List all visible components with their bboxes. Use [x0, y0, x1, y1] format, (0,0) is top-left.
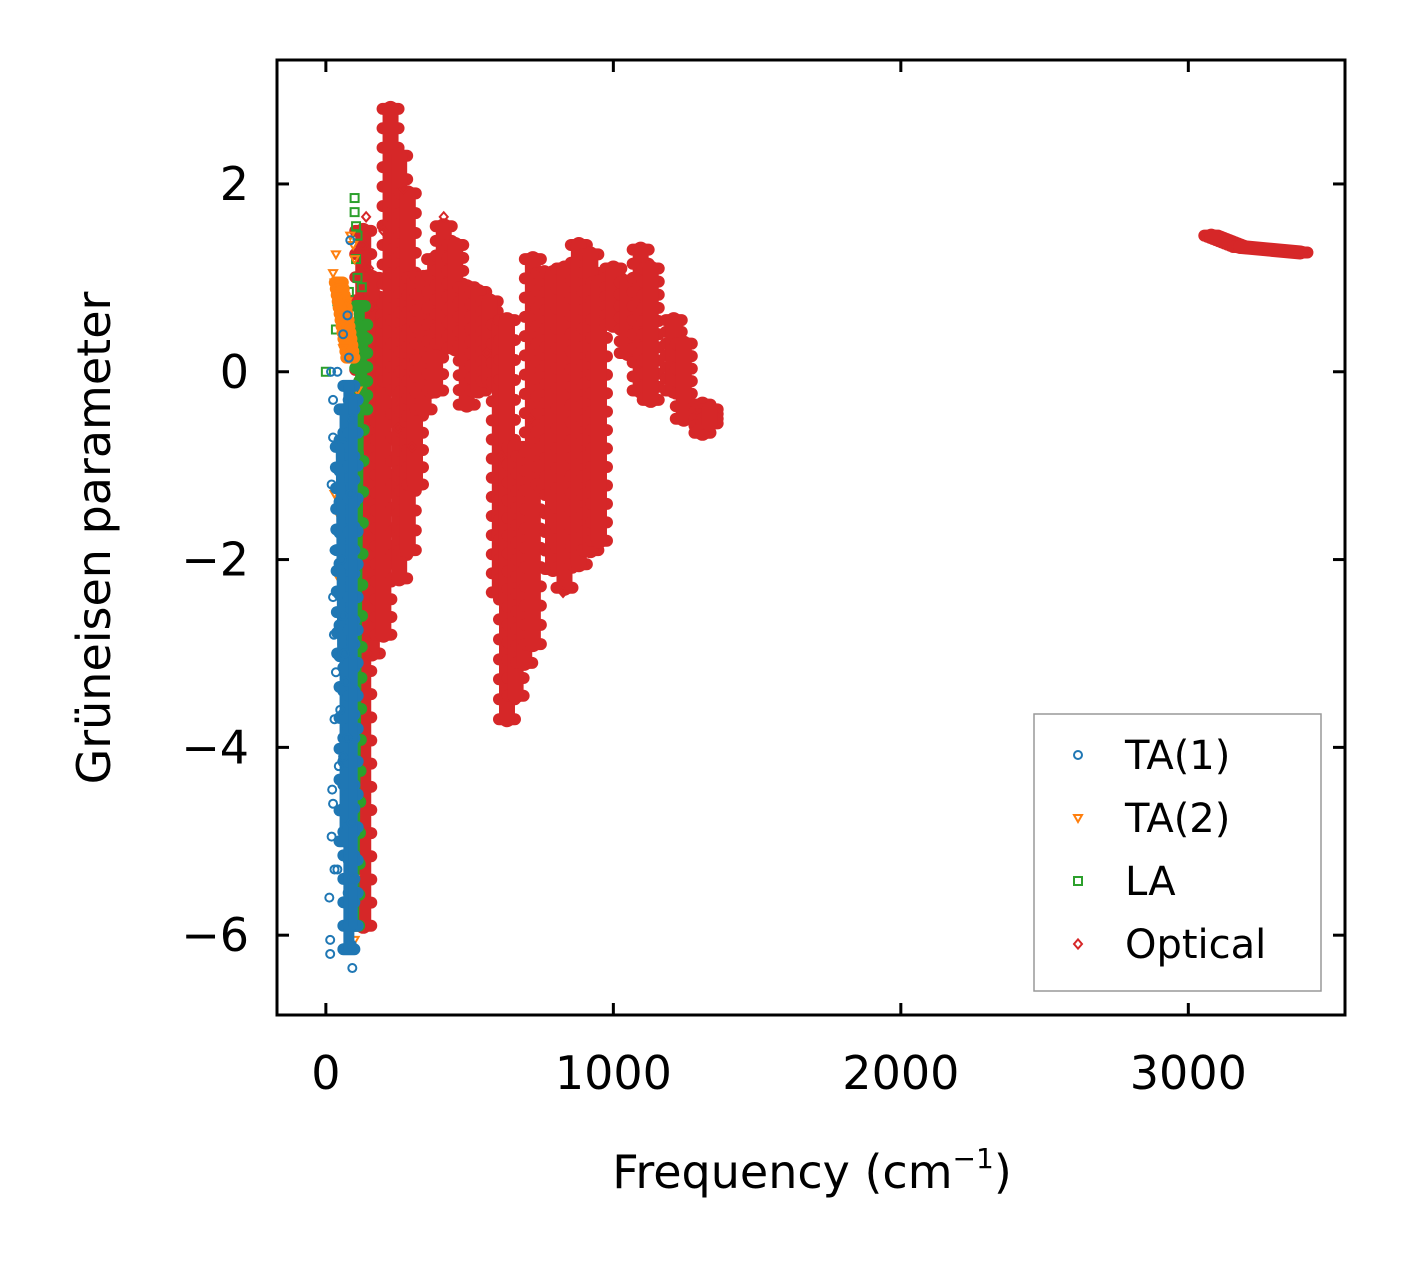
point-ta-1- — [342, 310, 353, 321]
point-optical — [438, 210, 450, 223]
y-tick-label: 0 — [220, 345, 249, 399]
legend-marker-ta-2- — [1072, 814, 1084, 825]
point-ta-1- — [325, 948, 336, 959]
point-ta-1- — [326, 479, 337, 490]
y-tick-label: 2 — [220, 157, 249, 211]
point-la — [349, 193, 360, 204]
point-optical — [495, 450, 507, 463]
point-optical — [357, 238, 369, 252]
point-ta-2- — [328, 278, 341, 289]
point-ta-1- — [346, 817, 357, 828]
point-optical-band — [1233, 239, 1308, 260]
point-ta-1- — [342, 732, 353, 743]
point-optical — [363, 262, 375, 275]
legend-marker-ta-1- — [1073, 750, 1083, 760]
legend-marker-optical — [1072, 937, 1084, 951]
point-ta-1- — [347, 873, 358, 884]
point-ta-1- — [328, 798, 339, 809]
y-axis-ticks: −6 −4 −2 0 2 — [181, 157, 1345, 962]
point-ta-1- — [346, 939, 357, 950]
x-axis-ticks: 0 1000 2000 3000 — [311, 60, 1247, 1100]
legend: TA(1) TA(2) LA Optical — [1033, 713, 1322, 992]
point-ta-2- — [341, 297, 354, 308]
point-ta-1- — [345, 488, 356, 499]
point-ta-2- — [331, 292, 343, 303]
point-la — [352, 272, 363, 283]
point-la — [353, 310, 364, 321]
point-ta-1- — [329, 864, 340, 875]
point-optical — [524, 412, 536, 425]
point-ta-1- — [338, 610, 349, 621]
point-la — [349, 207, 360, 218]
point-ta-1- — [328, 592, 339, 603]
y-tick-label: −6 — [181, 908, 249, 962]
point-ta-1- — [325, 934, 336, 945]
point-la — [356, 282, 367, 293]
point-ta-1- — [328, 394, 339, 405]
point-ta-1- — [333, 761, 344, 772]
point-ta-1- — [330, 667, 341, 678]
point-ta-2- — [337, 344, 349, 355]
point-optical — [360, 210, 372, 223]
x-tick-label: 3000 — [1130, 1046, 1247, 1100]
point-ta-2- — [338, 320, 351, 331]
point-la — [358, 338, 369, 349]
point-ta-2- — [333, 302, 345, 313]
point-optical — [378, 224, 389, 238]
point-ta-1- — [339, 648, 350, 659]
point-ta-1- — [328, 432, 339, 443]
point-ta-1--band — [335, 442, 347, 658]
plot-frame — [275, 58, 1347, 1017]
point-ta-1- — [338, 751, 349, 762]
point-ta-1- — [328, 629, 339, 640]
point-ta-1- — [346, 413, 357, 424]
point-ta-1- — [326, 831, 337, 842]
point-la — [351, 221, 362, 232]
legend-label-la: LA — [1125, 859, 1176, 905]
point-optical — [398, 182, 409, 195]
x-tick-label: 2000 — [842, 1046, 959, 1100]
y-tick-label: −2 — [181, 533, 249, 587]
series-ta-1- — [324, 235, 364, 974]
point-ta-1- — [332, 366, 343, 377]
point-la — [320, 366, 331, 377]
point-ta-1- — [338, 329, 349, 340]
point-ta-1- — [340, 676, 351, 687]
legend-label-optical: Optical — [1125, 922, 1266, 968]
point-ta-1- — [326, 366, 337, 377]
x-tick-label: 1000 — [555, 1046, 672, 1100]
series-optical — [349, 100, 1314, 934]
x-tick-label: 0 — [311, 1046, 340, 1100]
point-ta-1- — [324, 892, 335, 903]
scatter-points — [320, 100, 1314, 974]
point-ta-2- — [330, 250, 342, 261]
point-optical — [406, 440, 418, 454]
x-axis-label: Frequency (cm−1) — [612, 1142, 1012, 1199]
point-optical — [392, 421, 404, 435]
point-ta-1- — [336, 554, 347, 565]
point-ta-1- — [329, 545, 340, 556]
point-ta-1- — [329, 714, 340, 725]
point-ta-2- — [327, 269, 339, 280]
point-ta-1- — [343, 352, 354, 363]
legend-label-ta-1-: TA(1) — [1124, 733, 1230, 779]
point-ta-1- — [345, 235, 356, 246]
point-ta-1- — [335, 704, 346, 715]
point-optical — [481, 346, 493, 360]
point-ta-2- — [334, 283, 346, 294]
legend-label-ta-2-: TA(2) — [1124, 796, 1230, 842]
y-tick-label: −4 — [181, 720, 249, 774]
point-ta-1- — [347, 963, 358, 974]
point-optical — [557, 586, 569, 599]
legend-marker-la — [1073, 876, 1083, 886]
point-ta-2- — [348, 255, 361, 266]
y-axis-label: Grüneisen parameter — [67, 291, 121, 784]
point-ta-1- — [327, 784, 338, 795]
